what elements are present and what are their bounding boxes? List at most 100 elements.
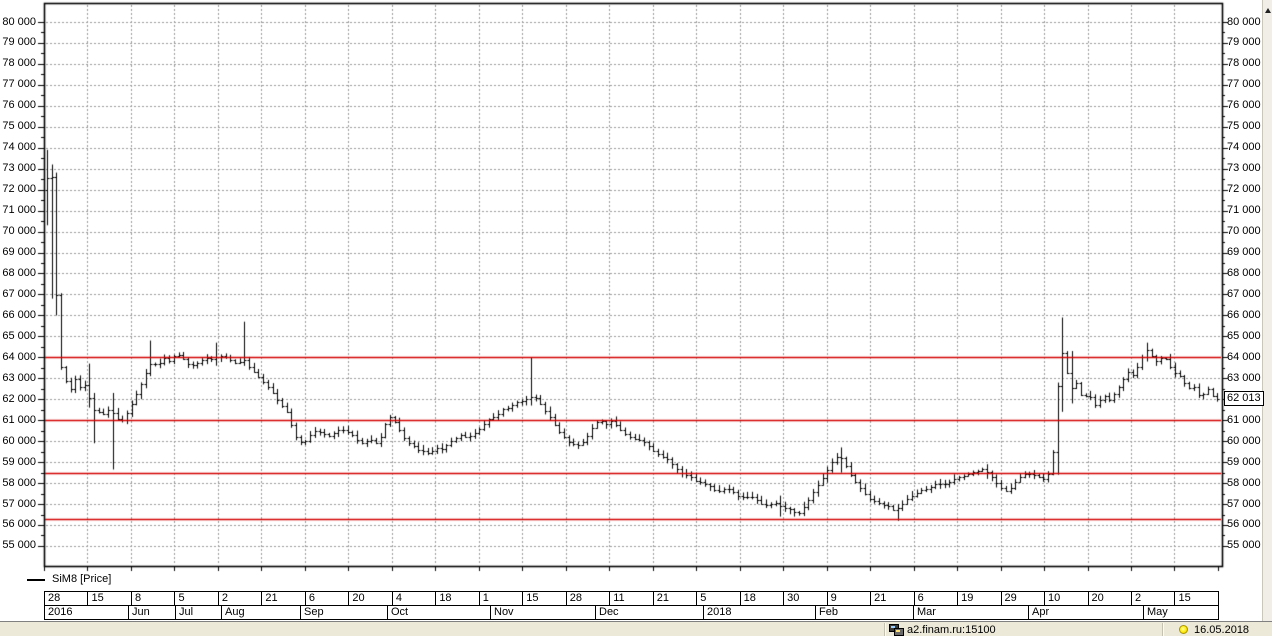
- connection-status-dot-icon: [1179, 625, 1188, 634]
- x-axis-date-cell: 15: [522, 591, 567, 606]
- y-axis-label: 74 000: [1227, 141, 1261, 154]
- y-axis-label: 63 000: [2, 371, 36, 384]
- last-price-tag: 62 013: [1224, 391, 1264, 407]
- x-axis-date-cell: 4: [391, 591, 437, 606]
- y-axis-label: 65 000: [1227, 329, 1261, 342]
- y-axis-label: 80 000: [2, 15, 36, 28]
- y-axis-label: 58 000: [1227, 476, 1261, 489]
- y-axis-label: 65 000: [2, 329, 36, 342]
- y-axis-label: 78 000: [2, 57, 36, 70]
- y-axis-label: 67 000: [2, 287, 36, 300]
- x-axis-date-cell: 8: [130, 591, 176, 606]
- y-axis-label: 78 000: [1227, 57, 1261, 70]
- y-axis-label: 80 000: [1227, 15, 1261, 28]
- y-axis-label: 76 000: [2, 99, 36, 112]
- y-axis-label: 77 000: [1227, 78, 1261, 91]
- vertical-scrollbar[interactable]: [1262, 0, 1272, 635]
- x-axis-date-cell: 18: [435, 591, 480, 606]
- y-axis-label: 57 000: [2, 497, 36, 510]
- server-address-text: a2.finam.ru:15100: [907, 624, 996, 636]
- x-axis-date-cell: 5: [696, 591, 741, 606]
- x-axis-month-cell: 2018: [703, 605, 816, 620]
- y-axis-label: 75 000: [2, 120, 36, 133]
- status-divider: [884, 623, 886, 636]
- y-axis-label: 58 000: [2, 476, 36, 489]
- y-axis-label: 77 000: [2, 78, 36, 91]
- y-axis-label: 55 000: [1227, 539, 1261, 552]
- y-axis-label: 56 000: [1227, 518, 1261, 531]
- y-axis-label: 68 000: [2, 266, 36, 279]
- y-axis-label: 60 000: [1227, 434, 1261, 447]
- x-axis-date-cell: 21: [261, 591, 306, 606]
- y-axis-label: 79 000: [2, 36, 36, 49]
- x-axis-date-cell: 15: [87, 591, 132, 606]
- x-axis-month-cell: Mar: [913, 605, 1029, 620]
- y-axis-label: 55 000: [2, 539, 36, 552]
- y-axis-label: 71 000: [1227, 204, 1261, 217]
- x-axis-date-cell: 30: [783, 591, 828, 606]
- y-axis-label: 75 000: [1227, 120, 1261, 133]
- x-axis-month-cell: 2016: [44, 605, 129, 620]
- y-axis-label: 66 000: [1227, 308, 1261, 321]
- x-axis-date-cell: 6: [913, 591, 959, 606]
- scrollbar-up-arrow-icon[interactable]: [1265, 8, 1271, 13]
- x-axis-date-cell: 2: [1131, 591, 1176, 606]
- network-icon: [889, 624, 904, 636]
- x-axis-date-cell: 1: [478, 591, 524, 606]
- x-axis-date-cell: 21: [870, 591, 915, 606]
- status-date-text: 16.05.2018: [1194, 624, 1250, 636]
- x-axis-month-cell: Dec: [595, 605, 704, 620]
- y-axis-label: 70 000: [1227, 225, 1261, 238]
- x-axis-date-cell: 20: [348, 591, 393, 606]
- x-axis-date-cell: 2: [217, 591, 263, 606]
- x-axis-date-cell: 21: [652, 591, 698, 606]
- y-axis-label: 73 000: [1227, 162, 1261, 175]
- y-axis-label: 67 000: [1227, 287, 1261, 300]
- x-axis-date-cell: 11: [609, 591, 654, 606]
- x-axis-date-cell: 5: [174, 591, 219, 606]
- y-axis-label: 57 000: [1227, 497, 1261, 510]
- y-axis-label: 60 000: [2, 434, 36, 447]
- x-axis-month-cell: Apr: [1028, 605, 1144, 620]
- x-axis-date-cell: 20: [1087, 591, 1132, 606]
- series-legend-label: SiM8 [Price]: [52, 573, 112, 585]
- x-axis-month-cell: May: [1143, 605, 1219, 620]
- x-axis-month-cell: Jul: [175, 605, 222, 620]
- y-axis-label: 72 000: [1227, 183, 1261, 196]
- x-axis-month-cell: Feb: [815, 605, 914, 620]
- y-axis-label: 79 000: [1227, 36, 1261, 49]
- x-axis-date-cell: 9: [826, 591, 872, 606]
- y-axis-label: 69 000: [2, 246, 36, 259]
- y-axis-label: 61 000: [2, 413, 36, 426]
- y-axis-label: 74 000: [2, 141, 36, 154]
- x-axis-month-cell: Oct: [387, 605, 491, 620]
- x-axis-date-cell: 15: [1174, 591, 1219, 606]
- y-axis-label: 62 000: [2, 392, 36, 405]
- status-bar: a2.finam.ru:15100 16.05.2018: [0, 621, 1272, 636]
- y-axis-label: 56 000: [2, 518, 36, 531]
- y-axis-label: 64 000: [2, 350, 36, 363]
- x-axis-date-cell: 28: [44, 591, 89, 606]
- y-axis-label: 76 000: [1227, 99, 1261, 112]
- x-axis-date-cell: 18: [739, 591, 785, 606]
- x-axis-date-cell: 10: [1044, 591, 1089, 606]
- y-axis-label: 63 000: [1227, 371, 1261, 384]
- x-axis-date-cell: 28: [565, 591, 611, 606]
- y-axis-label: 72 000: [2, 183, 36, 196]
- y-axis-label: 59 000: [1227, 455, 1261, 468]
- y-axis-label: 61 000: [1227, 413, 1261, 426]
- x-axis-month-cell: Sep: [300, 605, 388, 620]
- y-axis-label: 69 000: [1227, 246, 1261, 259]
- y-axis-label: 66 000: [2, 308, 36, 321]
- x-axis-date-cell: 29: [1000, 591, 1046, 606]
- status-divider: [1162, 623, 1164, 636]
- y-axis-label: 64 000: [1227, 350, 1261, 363]
- x-axis-month-cell: Jun: [128, 605, 176, 620]
- x-axis-date-cell: 19: [957, 591, 1002, 606]
- x-axis-date-cell: 6: [304, 591, 350, 606]
- y-axis-label: 68 000: [1227, 266, 1261, 279]
- x-axis-month-cell: Aug: [221, 605, 301, 620]
- y-axis-label: 73 000: [2, 162, 36, 175]
